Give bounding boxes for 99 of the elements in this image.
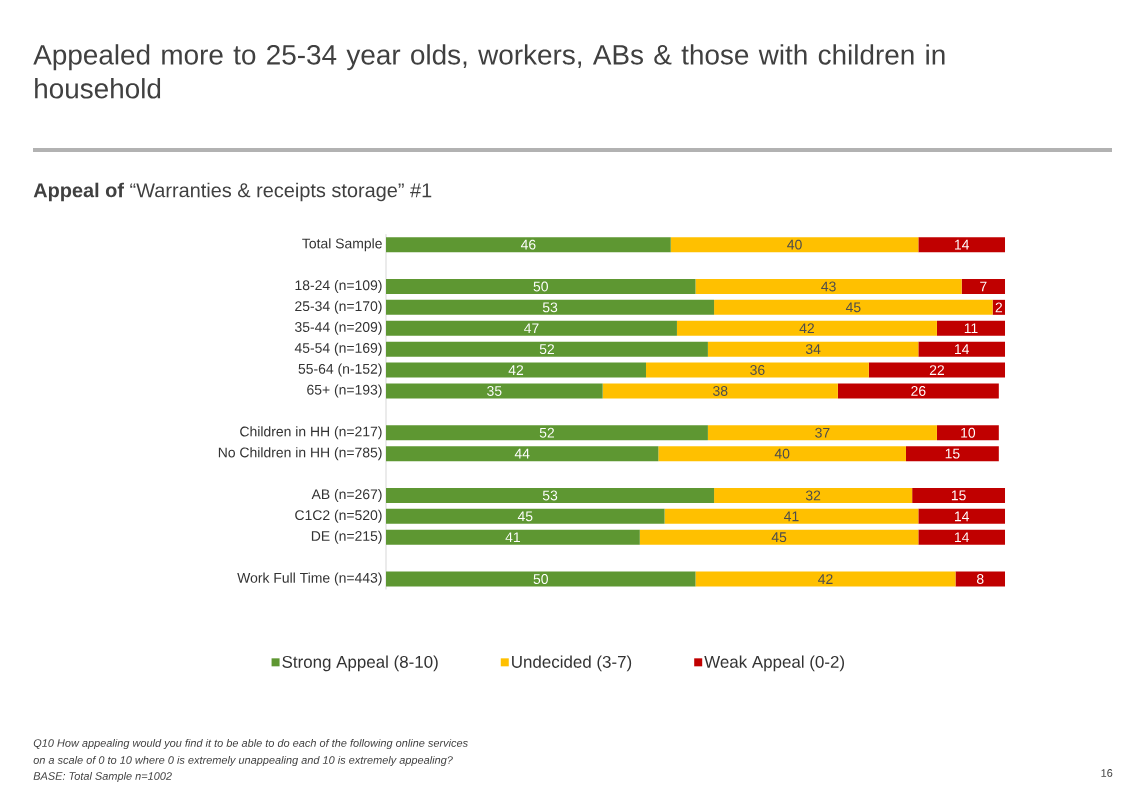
data-label: 11 [964,323,978,334]
y-tick-label: 65+ (n=193) [307,384,382,398]
data-label: 47 [524,323,539,334]
y-tick-label: Work Full Time (n=443) [237,572,382,586]
y-tick-label: 55-64 (n-152) [298,363,382,377]
bar [386,446,659,462]
bar [837,383,999,399]
y-tick-label: C1C2 (n=520) [295,509,382,523]
bar [386,571,696,587]
y-tick-label: Children in HH (n=217) [240,426,382,440]
bar [936,425,999,441]
data-label: 14 [954,532,970,543]
chart-subtitle: Appeal of “Warranties & receipts storage” #1 [33,182,432,202]
y-tick-label: 25-34 (n=170) [295,300,382,314]
data-label: 14 [954,239,970,250]
bar [386,278,696,294]
data-label: 37 [815,427,830,438]
bar [918,237,1006,253]
data-label: 14 [954,511,970,522]
data-label: 36 [750,365,765,375]
data-label: 52 [539,427,555,438]
data-label: 40 [787,239,802,250]
data-label: 42 [818,574,833,584]
bar [918,341,1006,357]
bar [868,362,1006,378]
data-label: 42 [799,323,814,334]
bar [714,487,913,503]
y-tick-label: DE (n=215) [311,530,382,544]
bar [936,320,1006,336]
data-label: 35 [487,385,502,396]
bar [664,508,919,524]
bar [639,529,919,545]
legend-label: Weak Appeal (0-2) [704,655,845,672]
bar [695,571,956,587]
bar [918,529,1006,545]
data-label: 40 [774,448,790,459]
bar [386,425,708,441]
y-tick-label: 35-44 (n=209) [295,321,382,335]
data-label: 26 [911,385,926,396]
chart-title: Appealed more to 25-34 year olds, workers, ABs & those with children in household [33,44,945,99]
data-label: 41 [505,532,520,543]
y-tick-label: No Children in HH (n=785) [218,447,382,461]
bar [386,341,708,357]
bar [658,446,906,462]
data-label: 45 [845,302,861,313]
bar [670,237,919,253]
bar [961,278,1006,294]
bar [707,341,919,357]
data-label: 46 [520,239,536,250]
bar [386,529,640,545]
text: 16 [1101,769,1113,777]
bar [912,487,1006,503]
bar [602,383,838,399]
bar [918,508,1006,524]
data-label: 8 [976,574,984,584]
bar [386,487,715,503]
data-label: 41 [784,511,799,522]
legend-label: Undecided (3-7) [512,655,632,672]
text: on a scale of 0 to 10 where 0 is extremely unappealing and 10 is extremely appealing? [33,755,453,767]
data-label: 44 [514,448,530,459]
bar [714,299,993,315]
y-tick-label: AB (n=267) [311,488,382,502]
bar [955,571,1006,587]
data-label: 43 [821,281,836,292]
bar [386,383,603,399]
bar [905,446,999,462]
data-label: 14 [954,344,970,354]
data-label: 50 [533,574,548,584]
y-tick-label: Total Sample [302,238,382,252]
bar [695,278,962,294]
y-tick-label: 45-54 (n=169) [294,342,382,356]
bar [386,508,665,524]
data-label: 2 [995,302,1003,313]
bar [386,237,671,253]
y-tick-label: 18-24 (n=109) [295,279,382,293]
data-label: 15 [951,490,966,501]
text: Q10 How appealing would you find it to be able to do each of the following online services [33,738,468,750]
bar [645,362,869,378]
data-label: 42 [508,365,524,375]
data-label: 22 [929,365,944,375]
data-label: 15 [945,448,960,459]
bar [386,320,677,336]
data-label: 7 [980,281,987,292]
bar [707,425,937,441]
data-label: 53 [542,490,558,501]
bar [386,362,646,378]
data-label: 45 [517,511,533,522]
data-label: 52 [539,344,555,355]
data-label: 10 [961,427,976,438]
text: BASE: Total Sample n=1002 [33,771,172,783]
legend-label: Strong Appeal (8-10) [282,655,438,672]
data-label: 45 [771,532,787,543]
data-label: 38 [713,385,728,396]
data-label: 32 [805,490,821,501]
data-label: 34 [805,344,821,355]
data-label: 50 [533,281,548,292]
bar [676,320,937,336]
bar [386,299,715,315]
data-label: 53 [542,302,558,313]
